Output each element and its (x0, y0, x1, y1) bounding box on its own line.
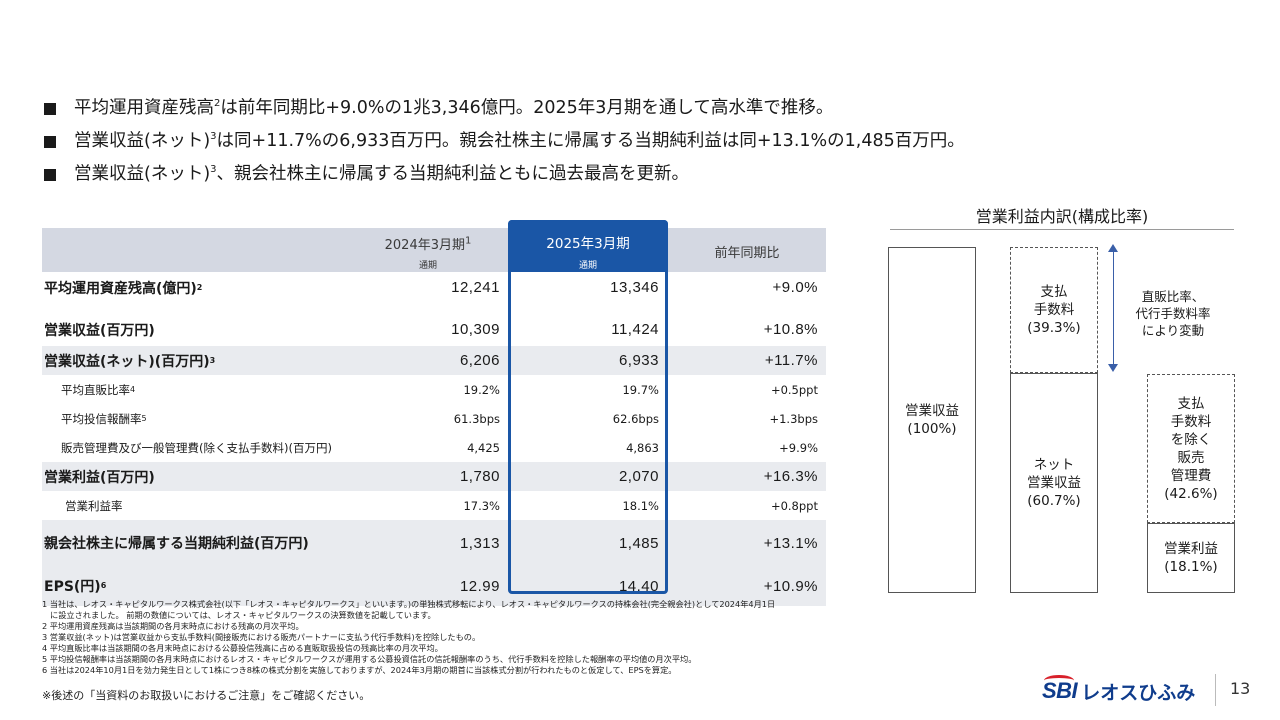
square-bullet-icon (44, 169, 56, 181)
table-row: 親会社株主に帰属する当期純利益(百万円) 1,313 1,485 +13.1% (42, 520, 826, 566)
table-row: 営業収益(ネット)(百万円) 3 6,206 6,933 +11.7% (42, 346, 826, 375)
table-row: 平均直販比率 4 19.2% 19.7% +0.5ppt (61, 382, 818, 397)
box-fees: 支払 手数料 (39.3%) (1010, 247, 1098, 373)
table-row: 平均投信報酬率 5 61.3bps 62.6bps +1.3bps (61, 411, 818, 426)
header-fy2025-highlight: 2025年3月期 通期 (508, 220, 668, 272)
bullet-3: 営業収益(ネット)3、親会社株主に帰属する当期純利益ともに過去最高を更新。 (44, 162, 1224, 195)
double-arrow-line (1113, 250, 1114, 366)
table-row: EPS(円) 6 12.99 14.40 +10.9% (42, 566, 826, 606)
square-bullet-icon (44, 103, 56, 115)
arrow-down-icon (1108, 364, 1118, 372)
box-net-revenue: ネット 営業収益 (60.7%) (1010, 373, 1098, 593)
table-header: 2024年3月期1 通期 前年同期比 (42, 228, 826, 272)
arrow-note: 直販比率、 代行手数料率 により変動 (1135, 289, 1211, 338)
footer-divider (1215, 674, 1216, 706)
box-operating-revenue: 営業収益 (100%) (888, 247, 976, 593)
company-logo: SBI レオスひふみ (1042, 675, 1196, 704)
header-yoy: 前年同期比 (714, 246, 780, 261)
summary-bullets: 平均運用資産残高2は前年同期比+9.0%の1兆3,346億円。2025年3月期を… (44, 96, 1224, 195)
table-row: 営業利益(百万円) 1,780 2,070 +16.3% (42, 462, 826, 491)
caution-note: ※後述の「当資料のお取扱いにおけるご注意」をご確認ください。 (42, 689, 371, 702)
diagram-title-rule (890, 229, 1234, 230)
box-operating-income: 営業利益 (18.1%) (1147, 523, 1235, 593)
table-row: 平均運用資産残高(億円) 2 12,241 13,346 +9.0% (44, 279, 818, 297)
table-row: 営業利益率 17.3% 18.1% +0.8ppt (65, 498, 818, 513)
footnotes: 1 当社は、レオス・キャピタルワークス株式会社(以下「レオス・キャピタルワークス… (42, 599, 776, 675)
arrow-up-icon (1108, 244, 1118, 252)
square-bullet-icon (44, 136, 56, 148)
page-number: 13 (1230, 679, 1251, 698)
table-row: 販売管理費及び一般管理費(除く支払手数料)(百万円) 4,425 4,863 +… (61, 440, 818, 455)
table-row: 営業収益(百万円) 10,309 11,424 +10.8% (44, 321, 818, 339)
box-sga: 支払 手数料 を除く 販売 管理費 (42.6%) (1147, 374, 1235, 523)
header-fy2024: 2024年3月期1 通期 (384, 235, 472, 271)
diagram-title: 営業利益内訳(構成比率) (975, 207, 1149, 226)
bullet-1: 平均運用資産残高2は前年同期比+9.0%の1兆3,346億円。2025年3月期を… (44, 96, 1224, 129)
financial-table: 2024年3月期1 通期 前年同期比 平均運用資産残高(億円) 2 12,241 … (42, 228, 826, 606)
bullet-2: 営業収益(ネット)3は同+11.7%の6,933百万円。親会社株主に帰属する当期… (44, 129, 1224, 162)
